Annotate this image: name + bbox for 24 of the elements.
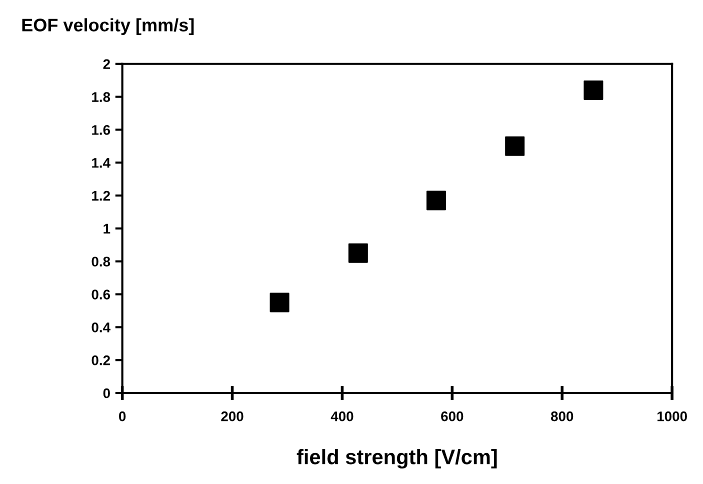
y-tick-label: 1.4 xyxy=(92,158,110,168)
point xyxy=(426,190,446,210)
point xyxy=(348,243,368,263)
y-tick-label: 0.8 xyxy=(92,256,110,267)
y-tick-label: 0.4 xyxy=(92,322,110,332)
x-tick-label: 0 xyxy=(119,411,126,422)
x-tick-label: 800 xyxy=(550,411,574,422)
y-tick-label: 0 xyxy=(103,388,110,398)
x-tick-label: 1000 xyxy=(657,411,687,422)
y-tick-label: 1 xyxy=(104,224,110,234)
point xyxy=(584,80,604,100)
y-tick-label: 0.6 xyxy=(92,290,110,300)
y-tick-label: 1.6 xyxy=(92,125,110,135)
x-axis-title: field strength [V/cm] xyxy=(296,449,497,469)
point xyxy=(505,136,525,156)
x-tick-label: 400 xyxy=(330,411,354,422)
y-tick-label: 1.8 xyxy=(92,92,110,102)
y-tick-label: 0.2 xyxy=(92,355,110,366)
y-tick-label: 2 xyxy=(103,59,110,69)
y-tick-label: 1.2 xyxy=(92,190,110,201)
x-tick-label: 600 xyxy=(441,411,464,422)
x-tick-label: 200 xyxy=(221,411,244,422)
point xyxy=(270,292,290,312)
y-axis-title: EOF velocity [mm/s] xyxy=(22,18,194,36)
